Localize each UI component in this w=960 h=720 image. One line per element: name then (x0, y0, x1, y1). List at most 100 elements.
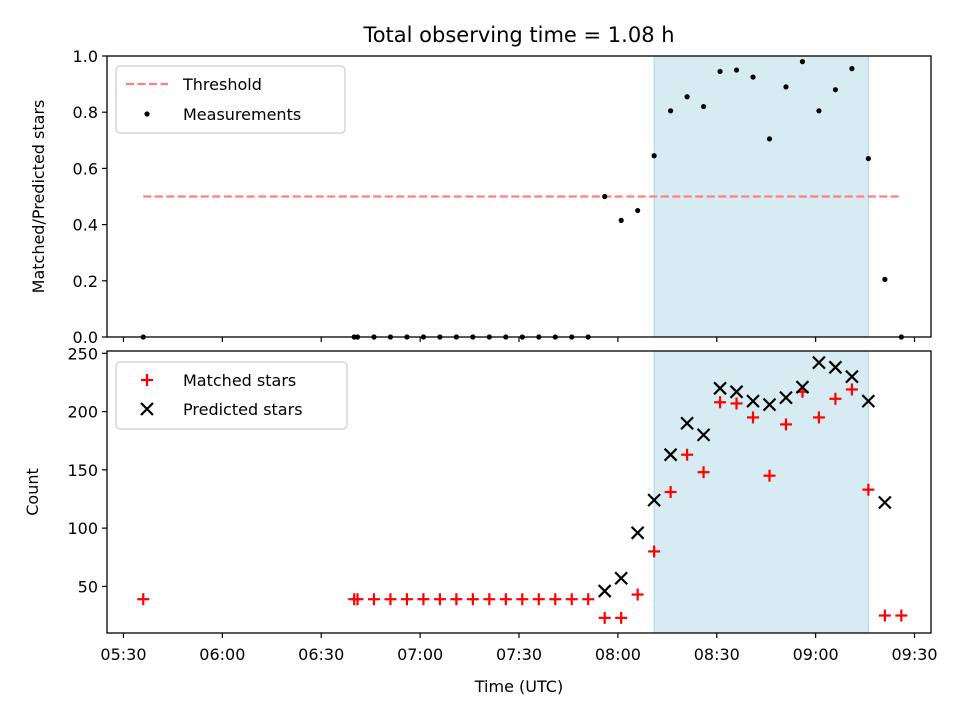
matched-star-point (845, 383, 858, 396)
legend-measurements-swatch (144, 111, 150, 117)
predicted-star-point (597, 584, 612, 598)
predicted-star-point (614, 571, 628, 586)
predicted-star-point (795, 380, 810, 394)
top-y-tick-label: 1.0 (73, 47, 98, 66)
top-axes-frame (106, 55, 932, 338)
bottom-y-tick-label: 50 (78, 577, 98, 596)
legend-threshold-label: Threshold (182, 75, 262, 94)
matched-star-point (400, 593, 413, 606)
predicted-star-point (729, 385, 744, 399)
matched-star-point (516, 593, 529, 606)
legend-matched-label: Matched stars (183, 371, 296, 390)
matched-star-point (565, 593, 578, 606)
bottom-y-tick-label: 250 (67, 344, 98, 363)
matched-star-point (450, 593, 463, 606)
measurement-point (668, 108, 674, 114)
measurement-point (783, 84, 789, 90)
matched-star-point (829, 392, 842, 405)
measurement-point (651, 153, 657, 159)
x-tick-label: 09:00 (793, 645, 839, 664)
x-tick-label: 08:30 (694, 645, 740, 664)
matched-star-point (895, 609, 908, 622)
matched-star-point (730, 397, 743, 410)
predicted-star-point (663, 447, 678, 462)
top-panel: 0.0 0.2 0.4 0.6 0.8 1.0 Total observing time … (29, 23, 932, 347)
matched-star-point (532, 593, 545, 606)
predicted-star-point (878, 495, 892, 510)
predicted-star-point (861, 394, 876, 408)
matched-star-point (582, 593, 595, 606)
matched-star-point (433, 593, 446, 606)
predicted-star-point (812, 355, 826, 370)
x-tick-label: 08:00 (595, 645, 641, 664)
matched-star-point (714, 396, 727, 409)
predicted-star-point (630, 526, 645, 540)
measurement-point (849, 66, 855, 72)
predicted-star-point (746, 394, 760, 408)
top-legend: Threshold Measurements (115, 65, 346, 134)
predicted-stars-points (597, 355, 892, 598)
measurement-point (865, 155, 871, 162)
measurement-point (700, 103, 707, 110)
matched-stars-points (137, 383, 908, 624)
bottom-axes-frame (106, 350, 932, 634)
top-y-tick-label: 0.2 (73, 272, 98, 291)
measurement-point (684, 94, 690, 100)
predicted-star-point (647, 493, 661, 507)
matched-star-point (779, 418, 792, 431)
matched-star-point (598, 611, 611, 624)
bottom-y-tick-label: 150 (67, 461, 98, 480)
x-tick-label: 05:30 (100, 645, 146, 664)
predicted-star-point (845, 369, 859, 384)
legend-measurements-label: Measurements (183, 105, 301, 124)
top-y-tick-label: 0.8 (73, 103, 98, 122)
measurement-point (816, 108, 822, 114)
measurement-point (882, 276, 888, 282)
matched-star-point (697, 466, 710, 479)
matched-star-point (367, 593, 380, 606)
matched-star-point (664, 486, 677, 498)
predicted-star-point (680, 416, 694, 431)
legend-predicted-swatch (140, 402, 154, 416)
top-y-tick-label: 0.4 (73, 216, 98, 235)
matched-star-point (681, 448, 694, 461)
matched-star-point (499, 593, 512, 606)
measurement-point (635, 207, 641, 214)
x-tick-label: 06:30 (298, 645, 344, 664)
matched-star-point (351, 593, 364, 606)
measurement-point (618, 217, 624, 223)
bottom-y-tick-label: 200 (67, 403, 98, 422)
measurement-point (832, 87, 839, 93)
bottom-y-axis-label: Count (23, 468, 42, 516)
matched-star-point (483, 593, 496, 606)
top-y-axis-label: Matched/Predicted stars (29, 100, 48, 294)
predicted-star-point (779, 390, 793, 405)
matched-star-point (862, 483, 875, 496)
x-tick-label: 09:30 (891, 645, 937, 664)
top-legend-box (115, 65, 346, 134)
bottom-y-tick-label: 100 (67, 519, 98, 538)
predicted-star-point (762, 397, 777, 412)
predicted-star-point (713, 381, 727, 396)
x-axis-label: Time (UTC) (474, 677, 563, 696)
matched-star-point (812, 411, 825, 424)
chart-title: Total observing time = 1.08 h (362, 23, 674, 47)
top-y-tick-label: 0.6 (73, 159, 98, 178)
predicted-star-point (828, 360, 843, 375)
bottom-panel: 50 100 150 200 250 05:30 06:00 06:30 07:00 07:30 0… (23, 344, 938, 696)
matched-star-point (631, 588, 644, 601)
x-tick-label: 06:00 (199, 645, 245, 664)
matched-star-point (615, 611, 628, 624)
matched-star-point (137, 593, 150, 606)
measurement-point (750, 74, 756, 80)
top-y-tick-label: 0.0 (73, 328, 98, 347)
x-tick-label: 07:00 (397, 645, 443, 664)
matched-star-point (384, 593, 397, 606)
measurement-point (766, 136, 773, 142)
measurement-point (717, 68, 723, 75)
matched-star-point (648, 545, 661, 558)
x-tick-label: 07:30 (496, 645, 542, 664)
top-ticks: 0.0 0.2 0.4 0.6 0.8 1.0 (73, 47, 916, 347)
legend-predicted-label: Predicted stars (183, 400, 303, 419)
